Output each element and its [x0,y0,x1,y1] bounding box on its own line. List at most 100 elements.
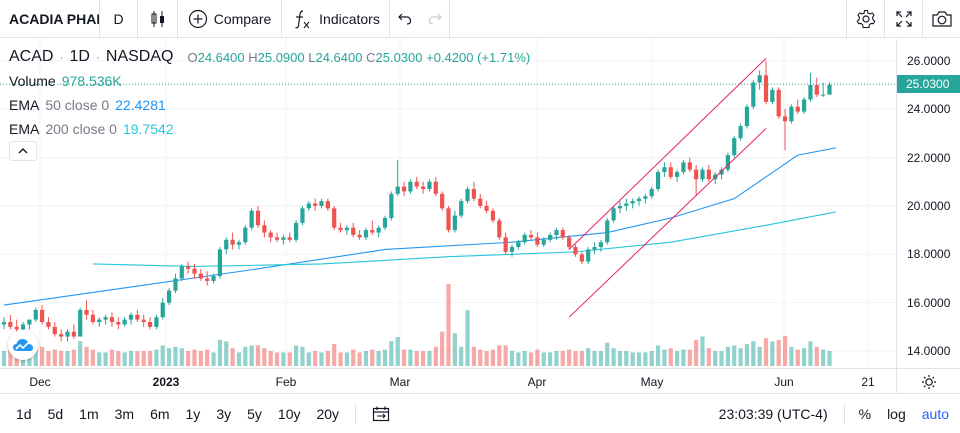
candle-body [643,196,648,199]
candle-body [611,208,616,221]
price-scale[interactable]: 26.0000 24.0000 22.0000 20.0000 18.0000 16.00… [896,39,960,368]
range-1y[interactable]: 1y [185,405,201,422]
interval-button[interactable]: D [100,0,138,38]
candle-body [370,230,375,233]
volume-bar [414,351,419,366]
volume-bar [167,348,172,366]
legend-ticker: ACAD [9,48,54,65]
volume-bar [808,341,813,366]
ema200-label: EMA [9,121,40,137]
volume-bar [814,346,819,366]
candle-body [33,309,38,320]
candle-body [789,106,794,122]
redo-button[interactable] [420,0,450,38]
tradingview-logo[interactable] [8,330,38,360]
symbol-search[interactable]: ACADIA PHARMACEUTICALS [0,0,100,38]
ema50-value: 22.4281 [115,97,166,113]
volume-legend[interactable]: Volume 978.536K [9,69,530,93]
chevron-up-icon [18,148,28,154]
candle-body [160,302,165,318]
clock[interactable]: 23:03:39 (UTC-4) [718,406,828,422]
candle-body [268,232,273,238]
auto-toggle[interactable]: auto [921,406,949,422]
candle-body [198,273,203,279]
candle-body [46,322,51,327]
volume-bar [84,346,89,366]
fullscreen-button[interactable] [884,0,922,38]
volume-bar [827,351,832,366]
candle-body [192,268,197,274]
volume-bar [598,351,603,366]
collapse-legend-button[interactable] [9,141,37,161]
candle-body [598,242,603,248]
high-value: 25.0900 [257,49,305,65]
percent-toggle[interactable]: % [858,406,872,422]
volume-bar [103,352,108,366]
time-tick: 2023 [152,375,180,389]
fullscreen-icon [895,11,912,27]
volume-bar [675,351,680,366]
high-label: H [248,49,258,65]
bottom-toolbar: 1d 5d 1m 3m 6m 1y 3y 5y 10y 20y 23:03:39… [0,393,960,433]
last-price-label: 25.0300 [897,75,960,94]
candle-body [325,201,330,209]
ema50-legend[interactable]: EMA 50 close 0 22.4281 [9,93,530,117]
candle-body [338,227,343,231]
undo-button[interactable] [390,0,420,38]
plus-circle-icon [188,9,207,28]
snapshot-button[interactable] [922,0,960,38]
candle-body [675,172,680,177]
trend-line [568,57,767,250]
range-5d[interactable]: 5d [47,405,64,422]
ema50-label: EMA [9,97,40,113]
volume-bar [497,345,502,366]
range-1m[interactable]: 1m [79,405,99,422]
compare-button[interactable]: Compare [178,0,282,38]
volume-bar [52,349,57,366]
indicators-button[interactable]: Indicators [282,0,390,38]
candle-body [452,215,457,231]
log-toggle[interactable]: log [887,406,906,422]
price-chart[interactable] [0,39,960,368]
volume-bar [192,349,197,366]
ema200-legend[interactable]: EMA 200 close 0 19.7542 [9,117,530,141]
candle-body [294,222,299,240]
low-value: 24.6400 [315,49,363,65]
range-3y[interactable]: 3y [216,405,232,422]
settings-button[interactable] [846,0,884,38]
volume-bar [255,345,261,366]
volume-bar [427,351,432,366]
volume-bar [452,333,457,366]
range-20y[interactable]: 20y [316,405,340,422]
time-axis[interactable]: Dec 2023 Feb Mar Apr May Jun 21 [0,368,960,394]
volume-bar [344,352,349,366]
range-10y[interactable]: 10y [277,405,301,422]
chart-type-button[interactable] [138,0,178,38]
candle-body [109,317,115,323]
volume-bar [325,351,330,366]
candle-body [224,239,229,250]
volume-bar [205,349,210,366]
volume-bar [198,351,203,366]
candle-body [446,208,451,231]
candle-body [770,89,775,102]
volume-bar [770,341,775,366]
range-6m[interactable]: 6m [150,405,170,422]
range-1d[interactable]: 1d [16,405,32,422]
range-3m[interactable]: 3m [114,405,135,422]
time-tick: Apr [527,375,547,389]
volume-bar [528,352,534,366]
candle-body [554,230,559,235]
candle-body [167,290,172,303]
volume-bar [357,352,362,366]
volume-bar [116,351,121,366]
candle-body [725,155,730,170]
go-to-date-button[interactable] [372,406,390,422]
divider [843,404,845,424]
volume-bar [535,349,540,366]
volume-bar [821,349,826,366]
candle-body [59,334,64,337]
scale-settings-button[interactable] [896,369,960,394]
range-5y[interactable]: 5y [247,405,262,422]
indicators-label: Indicators [319,10,380,27]
